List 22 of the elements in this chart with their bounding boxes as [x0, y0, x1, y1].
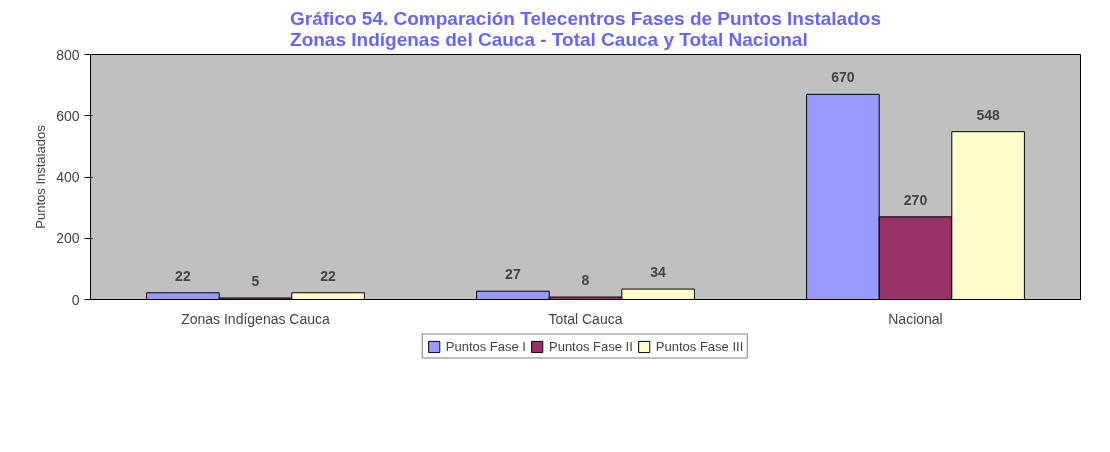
data-label: 5	[251, 272, 260, 289]
y-tick-label: 800	[56, 46, 80, 63]
data-label: 34	[650, 264, 667, 281]
data-label: 22	[175, 267, 191, 284]
y-tick-label: 0	[71, 291, 80, 308]
legend-label: Puntos Fase I	[445, 338, 526, 354]
data-label: 270	[903, 191, 928, 208]
y-tick-label: 200	[56, 230, 80, 247]
data-label: 548	[976, 106, 1000, 123]
data-label: 670	[831, 69, 855, 86]
chart-title: Gráfico 54. Comparación Telecentros Fases de Puntos Instalados Zonas Indígenas del Cauca - Total Cauca y Total Nacional	[290, 7, 881, 50]
legend-label: Puntos Fase III	[655, 338, 744, 354]
data-label: 8	[581, 272, 590, 289]
data-label: 22	[320, 267, 337, 284]
y-tick-label: 400	[56, 169, 80, 185]
data-label: 27	[505, 266, 521, 283]
x-tick-label: Nacional	[888, 310, 943, 327]
y-axis-title: Puntos Instalados	[33, 124, 49, 229]
x-tick-label: Total Cauca	[548, 310, 623, 327]
x-tick-label: Zonas Indígenas Cauca	[181, 310, 331, 327]
legend-label: Puntos Fase II	[548, 338, 633, 354]
y-tick-label: 600	[56, 107, 80, 124]
